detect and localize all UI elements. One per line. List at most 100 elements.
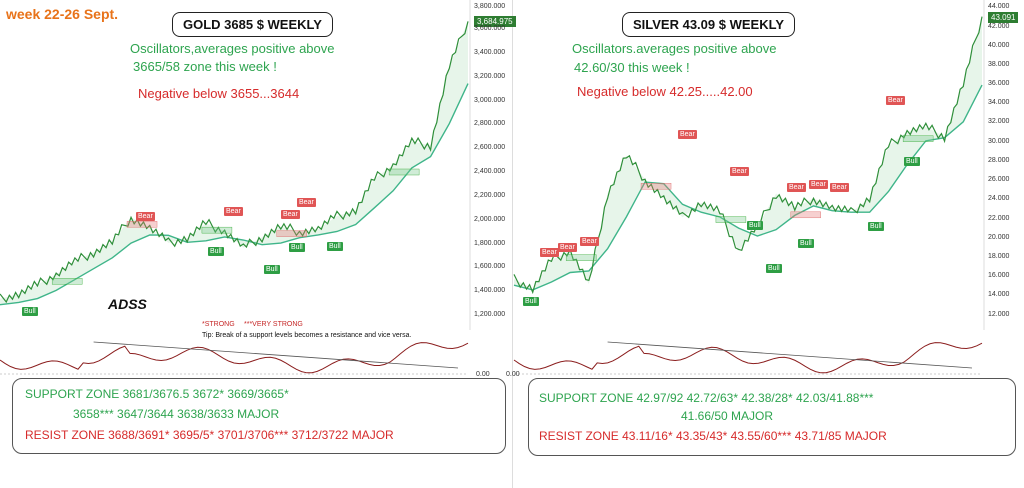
silver-bear-marker: Bear xyxy=(558,243,577,252)
gold-osc-zero: 0.00 xyxy=(476,371,490,378)
silver-zone-box xyxy=(902,135,934,142)
gold-osc-line2: 3665/58 zone this week ! xyxy=(133,59,277,74)
gold-area-fill xyxy=(0,21,468,305)
silver-tick: 32.000 xyxy=(988,118,1010,125)
gold-tick: 3,400.000 xyxy=(474,49,506,56)
gold-oscillator-trendline xyxy=(93,341,459,369)
silver-trend-area xyxy=(514,16,982,290)
gold-tick: 3,000.000 xyxy=(474,97,506,104)
gold-bear-marker: Bear xyxy=(297,198,316,207)
gold-oscillator xyxy=(0,341,469,375)
gold-tick: 1,600.000 xyxy=(474,263,506,270)
silver-bull-marker: Bull xyxy=(868,222,884,231)
silver-zone-box xyxy=(790,211,821,219)
silver-tick: 38.000 xyxy=(988,61,1010,68)
gold-price-tag: 3,684.975 xyxy=(474,16,516,27)
gold-support-line2: 3658*** 3647/3644 3638/3633 MAJOR xyxy=(73,407,280,421)
silver-zone-boxes xyxy=(565,135,934,261)
silver-tick: 34.000 xyxy=(988,99,1010,106)
gold-bull-marker: Bull xyxy=(22,307,38,316)
silver-chart xyxy=(513,0,985,375)
silver-tick: 44.000 xyxy=(988,3,1010,10)
silver-tick: 40.000 xyxy=(988,42,1010,49)
week-label: week 22-26 Sept. xyxy=(6,6,119,22)
silver-bull-marker: Bull xyxy=(747,221,763,230)
silver-tick: 18.000 xyxy=(988,253,1010,260)
silver-zone-box xyxy=(715,216,747,223)
gold-zone-box xyxy=(126,221,158,228)
silver-price-axis: 44.000 43.091 42.000 40.000 38.000 36.00… xyxy=(988,3,1024,328)
gold-bull-marker: Bull xyxy=(208,247,224,256)
gold-bull-marker: Bull xyxy=(289,243,305,252)
silver-bull-marker: Bull xyxy=(904,157,920,166)
silver-bear-marker: Bear xyxy=(886,96,905,105)
silver-osc-line2: 42.60/30 this week ! xyxy=(574,60,690,75)
gold-zone-boxes xyxy=(51,168,420,285)
gold-trend-area xyxy=(0,21,468,305)
gold-support-line1: SUPPORT ZONE 3681/3676.5 3672* 3669/3665… xyxy=(25,387,289,401)
panel-divider xyxy=(512,0,513,488)
silver-bull-marker: Bull xyxy=(523,297,539,306)
silver-oscillator-line xyxy=(513,342,983,374)
silver-tick: 14.000 xyxy=(988,291,1010,298)
gold-tick: 3,800.000 xyxy=(474,3,506,10)
gold-tick: 2,800.000 xyxy=(474,120,506,127)
silver-osc-zero: 0.00 xyxy=(506,371,520,378)
silver-zone-box xyxy=(640,183,672,190)
silver-tick: 28.000 xyxy=(988,157,1010,164)
silver-bear-marker: Bear xyxy=(830,183,849,192)
gold-chart xyxy=(0,0,471,375)
gold-tick: 1,400.000 xyxy=(474,287,506,294)
gold-bear-marker: Bear xyxy=(281,210,300,219)
silver-tick: 24.000 xyxy=(988,195,1010,202)
silver-bear-marker: Bear xyxy=(540,248,559,257)
gold-bull-marker: Bull xyxy=(264,265,280,274)
silver-bear-marker: Bear xyxy=(678,130,697,139)
gold-bear-marker: Bear xyxy=(136,212,155,221)
silver-osc-line1: Oscillators.averages positive above xyxy=(572,41,777,56)
gold-zone-box xyxy=(276,230,307,237)
silver-support-line2: 41.66/50 MAJOR xyxy=(681,409,774,423)
silver-tick: 26.000 xyxy=(988,176,1010,183)
gold-zone-box xyxy=(51,278,83,285)
silver-negative: Negative below 42.25.....42.00 xyxy=(577,84,753,99)
silver-tick: 16.000 xyxy=(988,272,1010,279)
legend-strong: *STRONG xyxy=(202,321,235,328)
silver-bull-marker: Bull xyxy=(798,239,814,248)
silver-bear-marker: Bear xyxy=(787,183,806,192)
silver-zone-box xyxy=(565,254,597,261)
silver-support-line1: SUPPORT ZONE 42.97/92 42.72/63* 42.38/28… xyxy=(539,391,874,405)
gold-price-line xyxy=(0,21,469,304)
silver-tick: 22.000 xyxy=(988,215,1010,222)
legend-very-strong: ***VERY STRONG xyxy=(244,321,303,328)
gold-tick: 1,800.000 xyxy=(474,240,506,247)
silver-oscillator-trendline xyxy=(607,341,973,369)
gold-tick: 3,200.000 xyxy=(474,73,506,80)
silver-title: SILVER 43.09 $ WEEKLY xyxy=(622,12,796,37)
tip-text: Tip: Break of a support levels becomes a… xyxy=(202,332,412,339)
silver-price-tag: 43.091 xyxy=(988,12,1019,23)
gold-tick: 2,600.000 xyxy=(474,144,506,151)
gold-tick: 1,200.000 xyxy=(474,311,506,318)
silver-tick: 42.000 xyxy=(988,23,1010,30)
gold-bull-marker: Bull xyxy=(327,242,343,251)
gold-tick: 3,600.000 xyxy=(474,25,506,32)
silver-oscillator xyxy=(513,341,983,375)
silver-bear-marker: Bear xyxy=(730,167,749,176)
silver-bear-marker: Bear xyxy=(809,180,828,189)
silver-resist-line: RESIST ZONE 43.11/16* 43.35/43* 43.55/60… xyxy=(539,429,887,443)
gold-bear-marker: Bear xyxy=(224,207,243,216)
gold-tick: 2,200.000 xyxy=(474,192,506,199)
gold-osc-line1: Oscillators,averages positive above xyxy=(130,41,335,56)
silver-tick: 20.000 xyxy=(988,234,1010,241)
silver-tick: 12.000 xyxy=(988,311,1010,318)
gold-tick: 2,400.000 xyxy=(474,168,506,175)
gold-zone-box xyxy=(201,226,233,234)
silver-tick: 30.000 xyxy=(988,138,1010,145)
gold-resist-line: RESIST ZONE 3688/3691* 3695/5* 3701/3706… xyxy=(25,428,394,442)
silver-price-line xyxy=(513,16,983,295)
gold-price-axis: 3,800.000 3,684.975 3,600.000 3,400.000 … xyxy=(474,3,516,328)
gold-oscillator-line xyxy=(0,342,469,374)
gold-negative: Negative below 3655...3644 xyxy=(138,86,300,101)
silver-bear-marker: Bear xyxy=(580,237,599,246)
